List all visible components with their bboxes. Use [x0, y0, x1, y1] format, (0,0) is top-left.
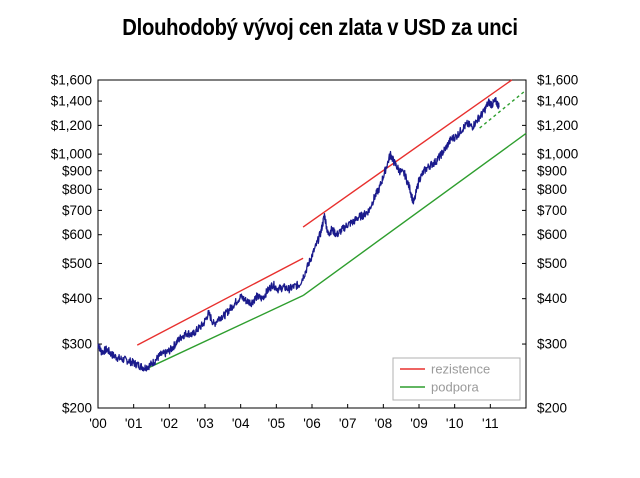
y-tick-label-left-700: $700 — [62, 203, 92, 218]
rezistence-line-1 — [302, 79, 513, 228]
x-tick-label-2009: '09 — [410, 416, 428, 431]
extension-line-0 — [479, 89, 527, 129]
y-tick-label-left-1000: $1,000 — [51, 147, 92, 162]
y-tick-label-left-800: $800 — [62, 182, 92, 197]
x-tick-label-2010: '10 — [446, 416, 464, 431]
y-tick-label-left-1400: $1,400 — [51, 94, 92, 109]
x-tick-label-2008: '08 — [375, 416, 393, 431]
x-axis: '00 '01 '02 '03 '04 '05 '06 '07 '08 '09 '10 '11 — [89, 404, 499, 431]
y-tick-label-right-500: $500 — [537, 256, 567, 271]
x-tick-label-2003: '03 — [196, 416, 214, 431]
y-tick-label-left-200: $200 — [62, 401, 92, 416]
x-tick-label-2002: '02 — [161, 416, 179, 431]
legend-label-podpora: podpora — [431, 380, 479, 395]
y-axis-right: $200 $300 $400 $500 $600 $700 $800 $900$1,000 $1… — [522, 73, 578, 416]
y-axis-left: $200 $300 $400 $500 $600 $700 $800 $900$1,000 $1… — [51, 73, 102, 416]
y-tick-label-right-200: $200 — [537, 401, 567, 416]
y-tick-label-left-500: $500 — [62, 256, 92, 271]
legend-box — [392, 357, 521, 401]
y-tick-label-right-400: $400 — [537, 291, 567, 306]
legend: rezistence podpora — [392, 357, 521, 401]
x-tick-label-2006: '06 — [303, 416, 321, 431]
y-tick-label-right-700: $700 — [537, 203, 567, 218]
rezistence-line-0 — [136, 257, 304, 346]
y-tick-label-right-900: $900 — [537, 163, 567, 178]
price-series — [97, 97, 500, 372]
podpora-line-0 — [144, 294, 304, 371]
y-tick-label-right-300: $300 — [537, 337, 567, 352]
y-tick-label-left-300: $300 — [62, 337, 92, 352]
y-tick-label-right-600: $600 — [537, 227, 567, 242]
gold-price-line — [97, 97, 500, 372]
y-tick-label-left-600: $600 — [62, 227, 92, 242]
trend-lines — [136, 79, 527, 371]
y-tick-label-left-400: $400 — [62, 291, 92, 306]
x-tick-label-2004: '04 — [232, 416, 250, 431]
x-tick-label-2005: '05 — [268, 416, 286, 431]
legend-label-rezistence: rezistence — [431, 362, 490, 377]
y-tick-label-right-1600: $1,600 — [537, 73, 578, 88]
x-tick-label-2007: '07 — [339, 416, 357, 431]
x-tick-label-2001: '01 — [125, 416, 143, 431]
x-tick-label-2011: '11 — [482, 416, 499, 431]
y-tick-label-left-1200: $1,200 — [51, 118, 92, 133]
y-tick-label-left-900: $900 — [62, 163, 92, 178]
y-tick-label-left-1600: $1,600 — [51, 73, 92, 88]
podpora-line-1 — [302, 132, 527, 297]
y-tick-label-right-1000: $1,000 — [537, 147, 578, 162]
y-tick-label-right-1400: $1,400 — [537, 94, 578, 109]
y-tick-label-right-1200: $1,200 — [537, 118, 578, 133]
chart-title: Dlouhodobý vývoj cen zlata v USD za unci — [122, 14, 518, 40]
y-tick-label-right-800: $800 — [537, 182, 567, 197]
x-tick-label-2000: '00 — [89, 416, 107, 431]
